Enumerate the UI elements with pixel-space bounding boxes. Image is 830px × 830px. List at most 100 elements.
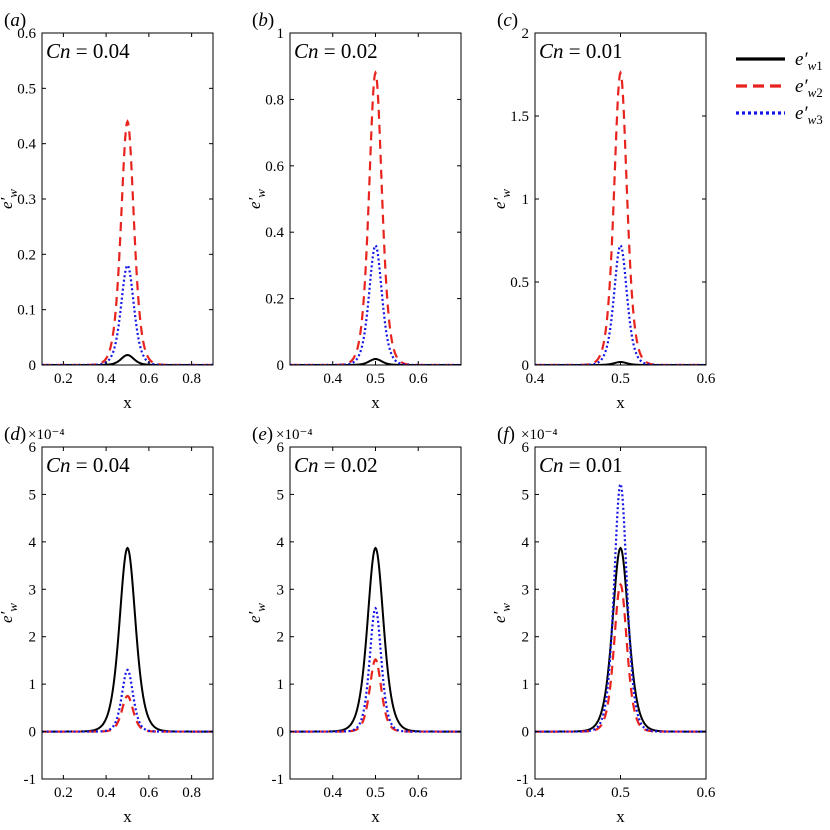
x-tick-label: 0.6 (140, 785, 159, 801)
y-tick-label: 0.4 (17, 137, 36, 153)
panel-label: (f) (497, 424, 515, 445)
y-tick-label: 0.2 (17, 247, 36, 263)
y-tick-label: 0 (277, 358, 285, 374)
legend-label: e′w3 (795, 103, 823, 127)
y-axis-label: e′w (0, 603, 20, 623)
panel-b: 0.4 0.5 0.6 0 0.2 0.4 0.6 0.8 1 x e′w (b) Cn = 0.02 (245, 10, 462, 412)
y-tick-label: 1 (522, 192, 530, 208)
x-tick-label: 0.6 (409, 785, 428, 801)
panel-letter: a (10, 10, 20, 31)
y-tick-label: 4 (277, 535, 285, 551)
axes-box (41, 446, 214, 780)
cn-annotation: Cn = 0.01 (539, 39, 623, 63)
cn-annotation: Cn = 0.02 (294, 453, 378, 477)
y-tick-label: 2 (277, 630, 285, 646)
panel-paren: ( (4, 10, 10, 31)
panel-label: (d) (4, 424, 26, 445)
panel-paren: ( (252, 424, 258, 445)
y-tick-label: 4 (522, 535, 530, 551)
legend-sub-letter: w (808, 58, 817, 73)
x-axis-label: x (616, 393, 625, 412)
y-axis-label: e′w (0, 189, 20, 209)
cn-symbol: Cn (539, 453, 564, 477)
x-tick-label: 0.4 (97, 785, 116, 801)
x-tick-label: 0.4 (323, 371, 342, 387)
legend-base: e′ (795, 49, 808, 70)
y-tick-label: 1 (522, 677, 530, 693)
panel-letter: f (503, 424, 511, 445)
panel-paren: ( (497, 424, 503, 445)
y-tick-label: 0.6 (17, 26, 36, 42)
y-tick-label: 1 (277, 677, 285, 693)
legend-sub-digit: 1 (816, 58, 823, 73)
series-group (535, 70, 706, 365)
y-tick-label: 0.1 (17, 303, 36, 319)
series-line-undefined (535, 481, 706, 733)
panel-paren: ( (4, 424, 10, 445)
panel-a: 0.2 0.4 0.6 0.8 0 0.1 0.2 0.3 0.4 0.5 0.6 x e′w (a) Cn… (0, 10, 214, 412)
y-tick-label: 5 (29, 487, 37, 503)
cn-value: = 0.02 (319, 453, 378, 477)
x-axis-label: x (616, 807, 625, 826)
series-line-undefined (42, 119, 213, 365)
y-label-base: e′ (245, 197, 264, 209)
y-axis-label: e′w (245, 189, 268, 209)
panel-paren: ) (512, 10, 518, 31)
x-axis-label: x (123, 393, 132, 412)
y-label-base: e′ (0, 611, 16, 623)
series-line-undefined (535, 243, 706, 365)
cn-annotation: Cn = 0.02 (294, 39, 378, 63)
axes-box (41, 32, 214, 366)
y-axis-label: e′w (490, 189, 513, 209)
y-tick-label: 6 (522, 440, 530, 456)
x-tick-label: 0.2 (54, 785, 73, 801)
x-tick-label: 0.4 (526, 785, 545, 801)
series-line-undefined (42, 354, 213, 365)
legend: e′w1e′w2e′w3 (736, 49, 823, 127)
panel-paren: ) (20, 424, 26, 445)
y-label-base: e′ (0, 197, 16, 209)
y-tick-label: -1 (24, 772, 37, 788)
y-tick-label: 3 (522, 582, 530, 598)
x-axis-label: x (371, 393, 380, 412)
y-tick-label: 0 (522, 725, 530, 741)
series-line-undefined (535, 546, 706, 733)
panel-paren: ( (252, 10, 258, 31)
y-label-sub: w (253, 189, 268, 198)
x-tick-label: 0.8 (182, 371, 201, 387)
y-label-base: e′ (490, 197, 509, 209)
axes-box (534, 32, 707, 366)
panel-label: (a) (4, 10, 26, 31)
cn-annotation: Cn = 0.04 (46, 39, 130, 63)
y-label-base: e′ (490, 611, 509, 623)
panel-paren: ( (497, 10, 503, 31)
y-label-sub: w (5, 189, 20, 198)
series-line-undefined (290, 70, 461, 365)
cn-symbol: Cn (46, 453, 71, 477)
series-line-undefined (290, 606, 461, 733)
y-label-sub: w (498, 603, 513, 612)
panel-paren: ) (20, 10, 26, 31)
x-tick-label: 0.6 (697, 785, 716, 801)
exponent-label: ×10⁻⁴ (276, 427, 313, 443)
x-tick-label: 0.4 (97, 371, 116, 387)
x-tick-label: 0.6 (140, 371, 159, 387)
x-tick-label: 0.8 (182, 785, 201, 801)
x-tick-label: 0.2 (54, 371, 73, 387)
panel-paren: ) (267, 424, 273, 445)
series-line-undefined (42, 694, 213, 733)
y-tick-label: 3 (29, 582, 37, 598)
y-tick-label: 1.5 (510, 109, 529, 125)
series-line-undefined (42, 546, 213, 733)
series-line-undefined (290, 358, 461, 365)
cn-value: = 0.04 (71, 39, 131, 63)
exponent-label: ×10⁻⁴ (28, 427, 65, 443)
series-group (42, 546, 213, 733)
series-group (535, 481, 706, 733)
y-tick-label: 3 (277, 582, 285, 598)
x-tick-label: 0.4 (323, 785, 342, 801)
panel-paren: ) (509, 424, 515, 445)
series-group (290, 70, 461, 365)
series-line-undefined (535, 70, 706, 365)
y-tick-label: 6 (29, 440, 37, 456)
